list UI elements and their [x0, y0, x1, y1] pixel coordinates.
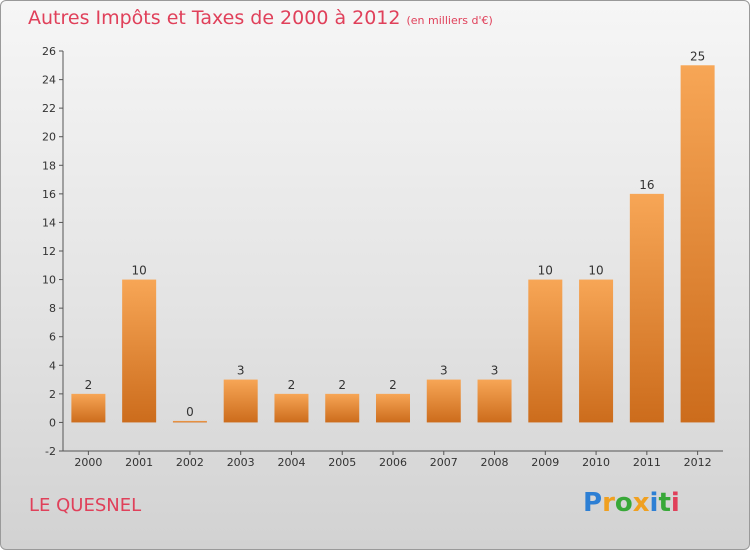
logo-letter: r — [602, 488, 615, 518]
bar-value-label: 25 — [690, 49, 705, 63]
x-tick-label: 2005 — [328, 456, 356, 469]
y-tick-label: 14 — [42, 216, 56, 229]
x-tick-label: 2008 — [481, 456, 509, 469]
x-tick-label: 2007 — [430, 456, 458, 469]
y-tick-label: 26 — [42, 45, 56, 58]
y-tick-label: 24 — [42, 74, 56, 87]
chart-bars — [71, 65, 715, 423]
bar — [680, 65, 715, 423]
y-tick-label: 0 — [49, 416, 56, 429]
logo-letter: x — [632, 488, 650, 518]
bar — [274, 393, 309, 423]
bar-value-label: 2 — [338, 378, 346, 392]
bar — [325, 393, 360, 423]
bar-value-label: 2 — [389, 378, 397, 392]
x-tick-label: 2000 — [74, 456, 102, 469]
x-tick-label: 2001 — [125, 456, 153, 469]
y-tick-label: 18 — [42, 159, 56, 172]
bar-value-label: 10 — [538, 264, 553, 278]
location-label: LE QUESNEL — [29, 495, 142, 516]
bar-value-label: 2 — [85, 378, 93, 392]
proxiti-logo: Proxiti — [583, 488, 680, 518]
logo-letter: P — [583, 488, 603, 518]
logo-letter: o — [614, 488, 633, 518]
chart-subtitle: (en milliers d'€) — [406, 14, 493, 27]
bar — [579, 279, 614, 423]
bar — [71, 393, 106, 423]
bar — [426, 379, 461, 423]
bar — [477, 379, 512, 423]
y-tick-label: 12 — [42, 245, 56, 258]
x-tick-label: 2006 — [379, 456, 407, 469]
bar — [122, 279, 157, 423]
chart-labels: 2 10 0 3 2 2 2 3 3 10 10 16 25 — [85, 49, 706, 419]
bar — [223, 379, 258, 423]
bar — [172, 420, 207, 423]
bar-value-label: 10 — [132, 264, 147, 278]
bar — [629, 193, 664, 423]
bar-value-label: 0 — [186, 405, 194, 419]
logo-letter: i — [649, 488, 659, 518]
x-tick-label: 2003 — [227, 456, 255, 469]
bar-value-label: 3 — [237, 364, 245, 378]
x-tick-label: 2010 — [582, 456, 610, 469]
x-tick-label: 2011 — [633, 456, 661, 469]
x-tick-label: 2004 — [277, 456, 305, 469]
y-tick-label: 16 — [42, 188, 56, 201]
y-tick-label: 6 — [49, 331, 56, 344]
x-tick-label: 2002 — [176, 456, 204, 469]
logo-letter: i — [670, 488, 680, 518]
y-tick-label: 10 — [42, 274, 56, 287]
chart-title-text: Autres Impôts et Taxes de 2000 à 2012 — [28, 7, 401, 29]
y-tick-label: 8 — [49, 302, 56, 315]
y-tick-label: 20 — [42, 131, 56, 144]
y-tick-label: 4 — [49, 359, 56, 372]
bar-value-label: 2 — [288, 378, 296, 392]
y-tick-label: 22 — [42, 102, 56, 115]
bar-value-label: 10 — [588, 264, 603, 278]
bar-value-label: 16 — [639, 178, 654, 192]
x-tick-label: 2012 — [684, 456, 712, 469]
y-tick-label: 2 — [49, 388, 56, 401]
y-tick-label: -2 — [45, 445, 56, 458]
chart-title: Autres Impôts et Taxes de 2000 à 2012 (en… — [28, 7, 493, 29]
bar — [528, 279, 563, 423]
bar-value-label: 3 — [440, 364, 448, 378]
bar-value-label: 3 — [491, 364, 499, 378]
logo-letter: t — [658, 488, 671, 518]
x-tick-label: 2009 — [531, 456, 559, 469]
bar — [376, 393, 410, 423]
